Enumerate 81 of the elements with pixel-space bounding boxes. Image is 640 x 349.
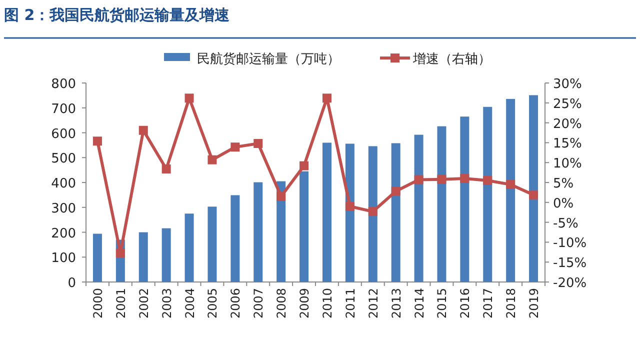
bar xyxy=(345,144,354,282)
x-tick-label: 2004 xyxy=(182,288,197,319)
point xyxy=(414,175,424,184)
bar xyxy=(506,98,516,282)
x-tick-label: 2014 xyxy=(412,288,426,319)
point xyxy=(345,202,354,211)
x-tick-label: 2005 xyxy=(206,288,220,319)
point xyxy=(322,94,332,103)
point xyxy=(254,138,263,148)
point xyxy=(368,207,378,216)
x-tick-label: 2015 xyxy=(435,288,450,319)
point xyxy=(437,174,446,184)
point xyxy=(483,176,492,186)
y-tick-label: 100 xyxy=(51,251,76,266)
x-tick-label: 2006 xyxy=(228,288,243,319)
x-tick-label: 2003 xyxy=(160,288,174,319)
point xyxy=(230,142,240,152)
y2-tick-label: 15% xyxy=(553,136,582,152)
y-tick-label: 300 xyxy=(51,201,76,216)
x-tick-label: 2019 xyxy=(527,288,542,319)
point xyxy=(138,126,148,135)
y2-tick-label: 10% xyxy=(553,156,582,172)
y-tick-label: 800 xyxy=(51,77,76,92)
y-tick-label: 400 xyxy=(51,176,76,192)
x-tick-label: 2016 xyxy=(458,288,472,319)
point xyxy=(460,174,470,184)
point xyxy=(162,164,171,174)
x-tick-label: 2013 xyxy=(389,288,404,319)
x-tick-label: 2007 xyxy=(252,288,266,319)
y2-tick-label: 0% xyxy=(553,196,574,212)
bar xyxy=(368,146,378,282)
legend-label: 增速（右轴） xyxy=(412,52,491,67)
point xyxy=(116,248,125,258)
x-tick-label: 2002 xyxy=(136,288,151,319)
bar xyxy=(529,95,538,282)
x-tick-label: 2011 xyxy=(343,288,358,319)
bar xyxy=(162,228,171,282)
point xyxy=(208,155,217,164)
y2-tick-label: -5% xyxy=(553,216,578,232)
y2-tick-label: 5% xyxy=(553,176,574,192)
bar xyxy=(254,182,263,282)
y-tick-label: 700 xyxy=(51,102,76,117)
bar xyxy=(138,232,148,282)
y2-tick-label: -10% xyxy=(553,236,587,252)
point xyxy=(391,186,400,196)
x-tick-label: 2010 xyxy=(320,288,334,319)
y-tick-label: 0 xyxy=(68,276,76,291)
point xyxy=(184,94,194,103)
y2-tick-label: 20% xyxy=(553,116,582,132)
x-tick-label: 2000 xyxy=(90,288,105,319)
x-tick-label: 2017 xyxy=(481,288,496,319)
y-tick-label: 600 xyxy=(51,126,76,142)
bar xyxy=(460,116,470,282)
bar xyxy=(437,126,446,282)
y2-tick-label: -15% xyxy=(553,256,587,272)
point xyxy=(529,190,538,200)
bar xyxy=(391,143,400,282)
bar xyxy=(300,171,309,282)
point xyxy=(300,161,309,170)
bar xyxy=(483,106,492,282)
chart-title: 图 2：我国民航货邮运输量及增速 xyxy=(4,6,231,24)
y2-tick-label: -20% xyxy=(553,276,587,291)
bar xyxy=(230,195,240,282)
bar xyxy=(322,142,332,282)
point xyxy=(506,180,516,189)
x-tick-label: 2009 xyxy=(298,288,312,319)
x-tick-label: 2008 xyxy=(274,288,289,319)
bar xyxy=(414,134,424,282)
x-tick-label: 2001 xyxy=(114,288,128,319)
bar xyxy=(208,206,217,282)
y-tick-label: 200 xyxy=(51,226,76,242)
bar xyxy=(92,234,102,282)
point xyxy=(276,192,286,201)
legend-label: 民航货邮运输量（万吨） xyxy=(197,52,340,67)
y-tick-label: 500 xyxy=(51,152,76,167)
x-tick-label: 2018 xyxy=(504,288,518,319)
x-tick-label: 2012 xyxy=(366,288,380,319)
point xyxy=(92,136,102,146)
y2-tick-label: 25% xyxy=(553,96,582,112)
y2-tick-label: 30% xyxy=(553,77,582,92)
bar xyxy=(184,214,194,282)
